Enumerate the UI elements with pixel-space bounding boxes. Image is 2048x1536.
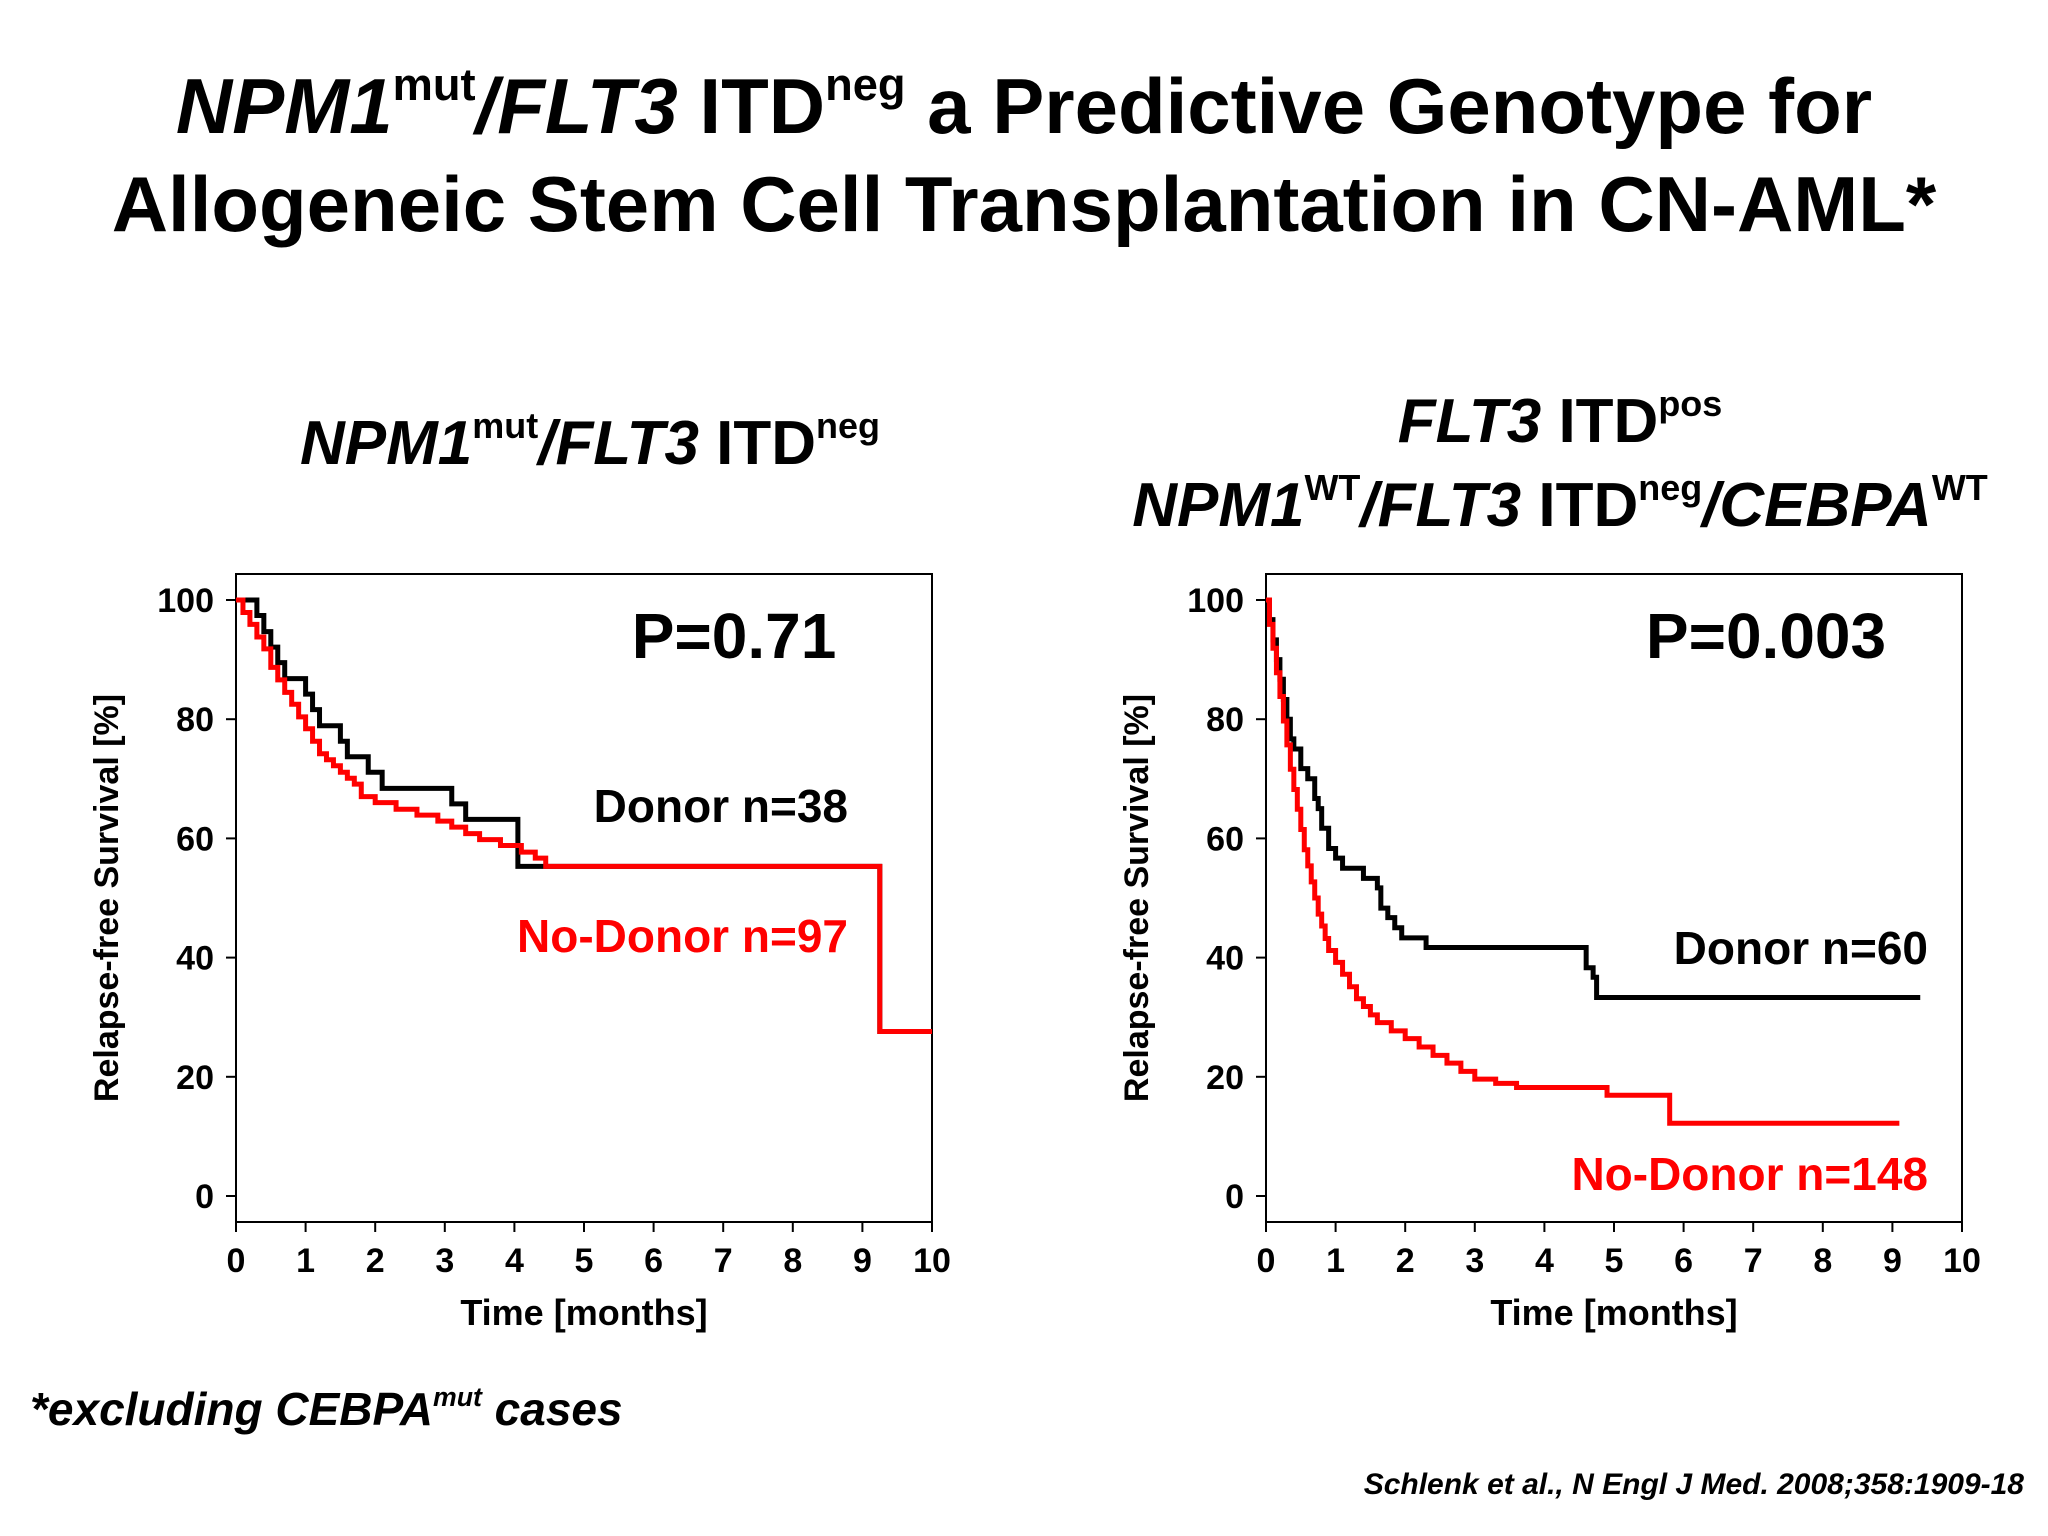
left-title-gene-npm1: NPM1: [300, 409, 473, 478]
x-tick-label: 1: [296, 1242, 315, 1280]
y-tick-label: 60: [176, 820, 214, 858]
footnote-sup: mut: [433, 1381, 482, 1412]
x-tick-label: 5: [1605, 1242, 1624, 1280]
title-slash: /: [475, 62, 498, 150]
right-title-itd: ITD: [1541, 387, 1659, 456]
left-title-slash: /: [538, 409, 556, 478]
donor-curve: [236, 597, 932, 1035]
footnote-prefix: *excluding: [30, 1383, 276, 1435]
y-tick-label: 100: [157, 582, 214, 620]
right-title-gene-flt3: FLT3: [1397, 387, 1542, 456]
footnote-gene: CEBPA: [275, 1383, 433, 1435]
x-tick-label: 0: [227, 1242, 246, 1280]
y-axis-label: Relapse-free Survival [%]: [1118, 694, 1156, 1102]
y-tick-label: 20: [176, 1059, 214, 1097]
citation: Schlenk et al., N Engl J Med. 2008;358:1…: [1363, 1468, 2024, 1501]
y-tick-label: 60: [1206, 820, 1244, 858]
x-tick-label: 2: [366, 1242, 385, 1280]
title-gene-flt3: FLT3: [497, 62, 678, 150]
left-title-sup-mut: mut: [472, 405, 539, 447]
footnote: *excluding CEBPAmut cases: [30, 1382, 623, 1436]
title-sup-neg: neg: [825, 59, 906, 111]
x-tick-label: 5: [575, 1242, 594, 1280]
x-tick-label: 7: [1744, 1242, 1763, 1280]
x-tick-label: 9: [1883, 1242, 1902, 1280]
x-tick-label: 10: [1943, 1242, 1981, 1280]
right-title-sup-pos: pos: [1658, 383, 1723, 425]
footnote-suffix: cases: [481, 1383, 623, 1435]
y-tick-label: 40: [1206, 940, 1244, 978]
right-title-sup-wt2: WT: [1931, 467, 1988, 509]
x-tick-label: 1: [1326, 1242, 1345, 1280]
x-tick-label: 10: [913, 1242, 951, 1280]
y-axis-label: Relapse-free Survival [%]: [88, 694, 126, 1102]
left-title-sup-neg: neg: [816, 405, 880, 447]
left-title-gene-flt3: FLT3: [555, 409, 699, 478]
right-title-itd2: ITD: [1521, 471, 1639, 540]
title-rest: a Predictive Genotype for: [905, 62, 1873, 150]
right-panel-title-line1: FLT3 ITDpos: [1080, 386, 2040, 458]
right-title-gene-npm1: NPM1: [1132, 471, 1305, 540]
y-tick-label: 0: [195, 1178, 214, 1216]
x-tick-label: 4: [1535, 1242, 1554, 1280]
left-panel-title: NPM1mut/FLT3 ITDneg: [210, 408, 970, 480]
p-value-annotation: P=0.003: [1646, 600, 1886, 672]
x-tick-label: 9: [853, 1242, 872, 1280]
right-title-gene-cebpa: CEBPA: [1719, 471, 1932, 540]
x-tick-label: 4: [505, 1242, 524, 1280]
donor-label: Donor n=60: [1674, 922, 1928, 974]
title-itd: ITD: [677, 62, 826, 150]
x-tick-label: 7: [714, 1242, 733, 1280]
title-sup-mut: mut: [392, 59, 476, 111]
y-tick-label: 80: [176, 701, 214, 739]
x-tick-label: 0: [1257, 1242, 1276, 1280]
x-axis-label: Time [months]: [1490, 1292, 1737, 1333]
no-donor-curve: [236, 597, 932, 1035]
y-tick-label: 80: [1206, 701, 1244, 739]
right-title-sup-neg: neg: [1638, 467, 1703, 509]
donor-label: Donor n=38: [594, 780, 848, 832]
right-panel-title-line2: NPM1WT/FLT3 ITDneg/CEBPAWT: [1070, 470, 2048, 542]
y-tick-label: 100: [1187, 582, 1244, 620]
y-tick-label: 20: [1206, 1059, 1244, 1097]
x-tick-label: 8: [1813, 1242, 1832, 1280]
slide-title-line2: Allogeneic Stem Cell Transplantation in …: [111, 160, 1937, 248]
x-tick-label: 6: [644, 1242, 663, 1280]
y-tick-label: 40: [176, 940, 214, 978]
left-title-itd: ITD: [698, 409, 817, 478]
x-tick-label: 3: [435, 1242, 454, 1280]
x-tick-label: 3: [1465, 1242, 1484, 1280]
no-donor-label: No-Donor n=97: [517, 910, 848, 962]
p-value-annotation: P=0.71: [632, 600, 837, 672]
title-gene-npm1: NPM1: [175, 62, 393, 150]
right-title-slash: /: [1360, 471, 1378, 540]
x-tick-label: 2: [1396, 1242, 1415, 1280]
right-title-slash2: /: [1702, 471, 1720, 540]
y-tick-label: 0: [1225, 1178, 1244, 1216]
no-donor-curve: [1266, 597, 1900, 1126]
slide-title-line1: NPM1mut/FLT3 ITDneg a Predictive Genotyp…: [0, 58, 2048, 154]
x-axis-label: Time [months]: [460, 1292, 707, 1333]
x-tick-label: 6: [1674, 1242, 1693, 1280]
right-title-gene-flt3b: FLT3: [1377, 471, 1522, 540]
x-tick-label: 8: [783, 1242, 802, 1280]
no-donor-label: No-Donor n=148: [1571, 1148, 1928, 1200]
right-title-sup-wt: WT: [1304, 467, 1361, 509]
